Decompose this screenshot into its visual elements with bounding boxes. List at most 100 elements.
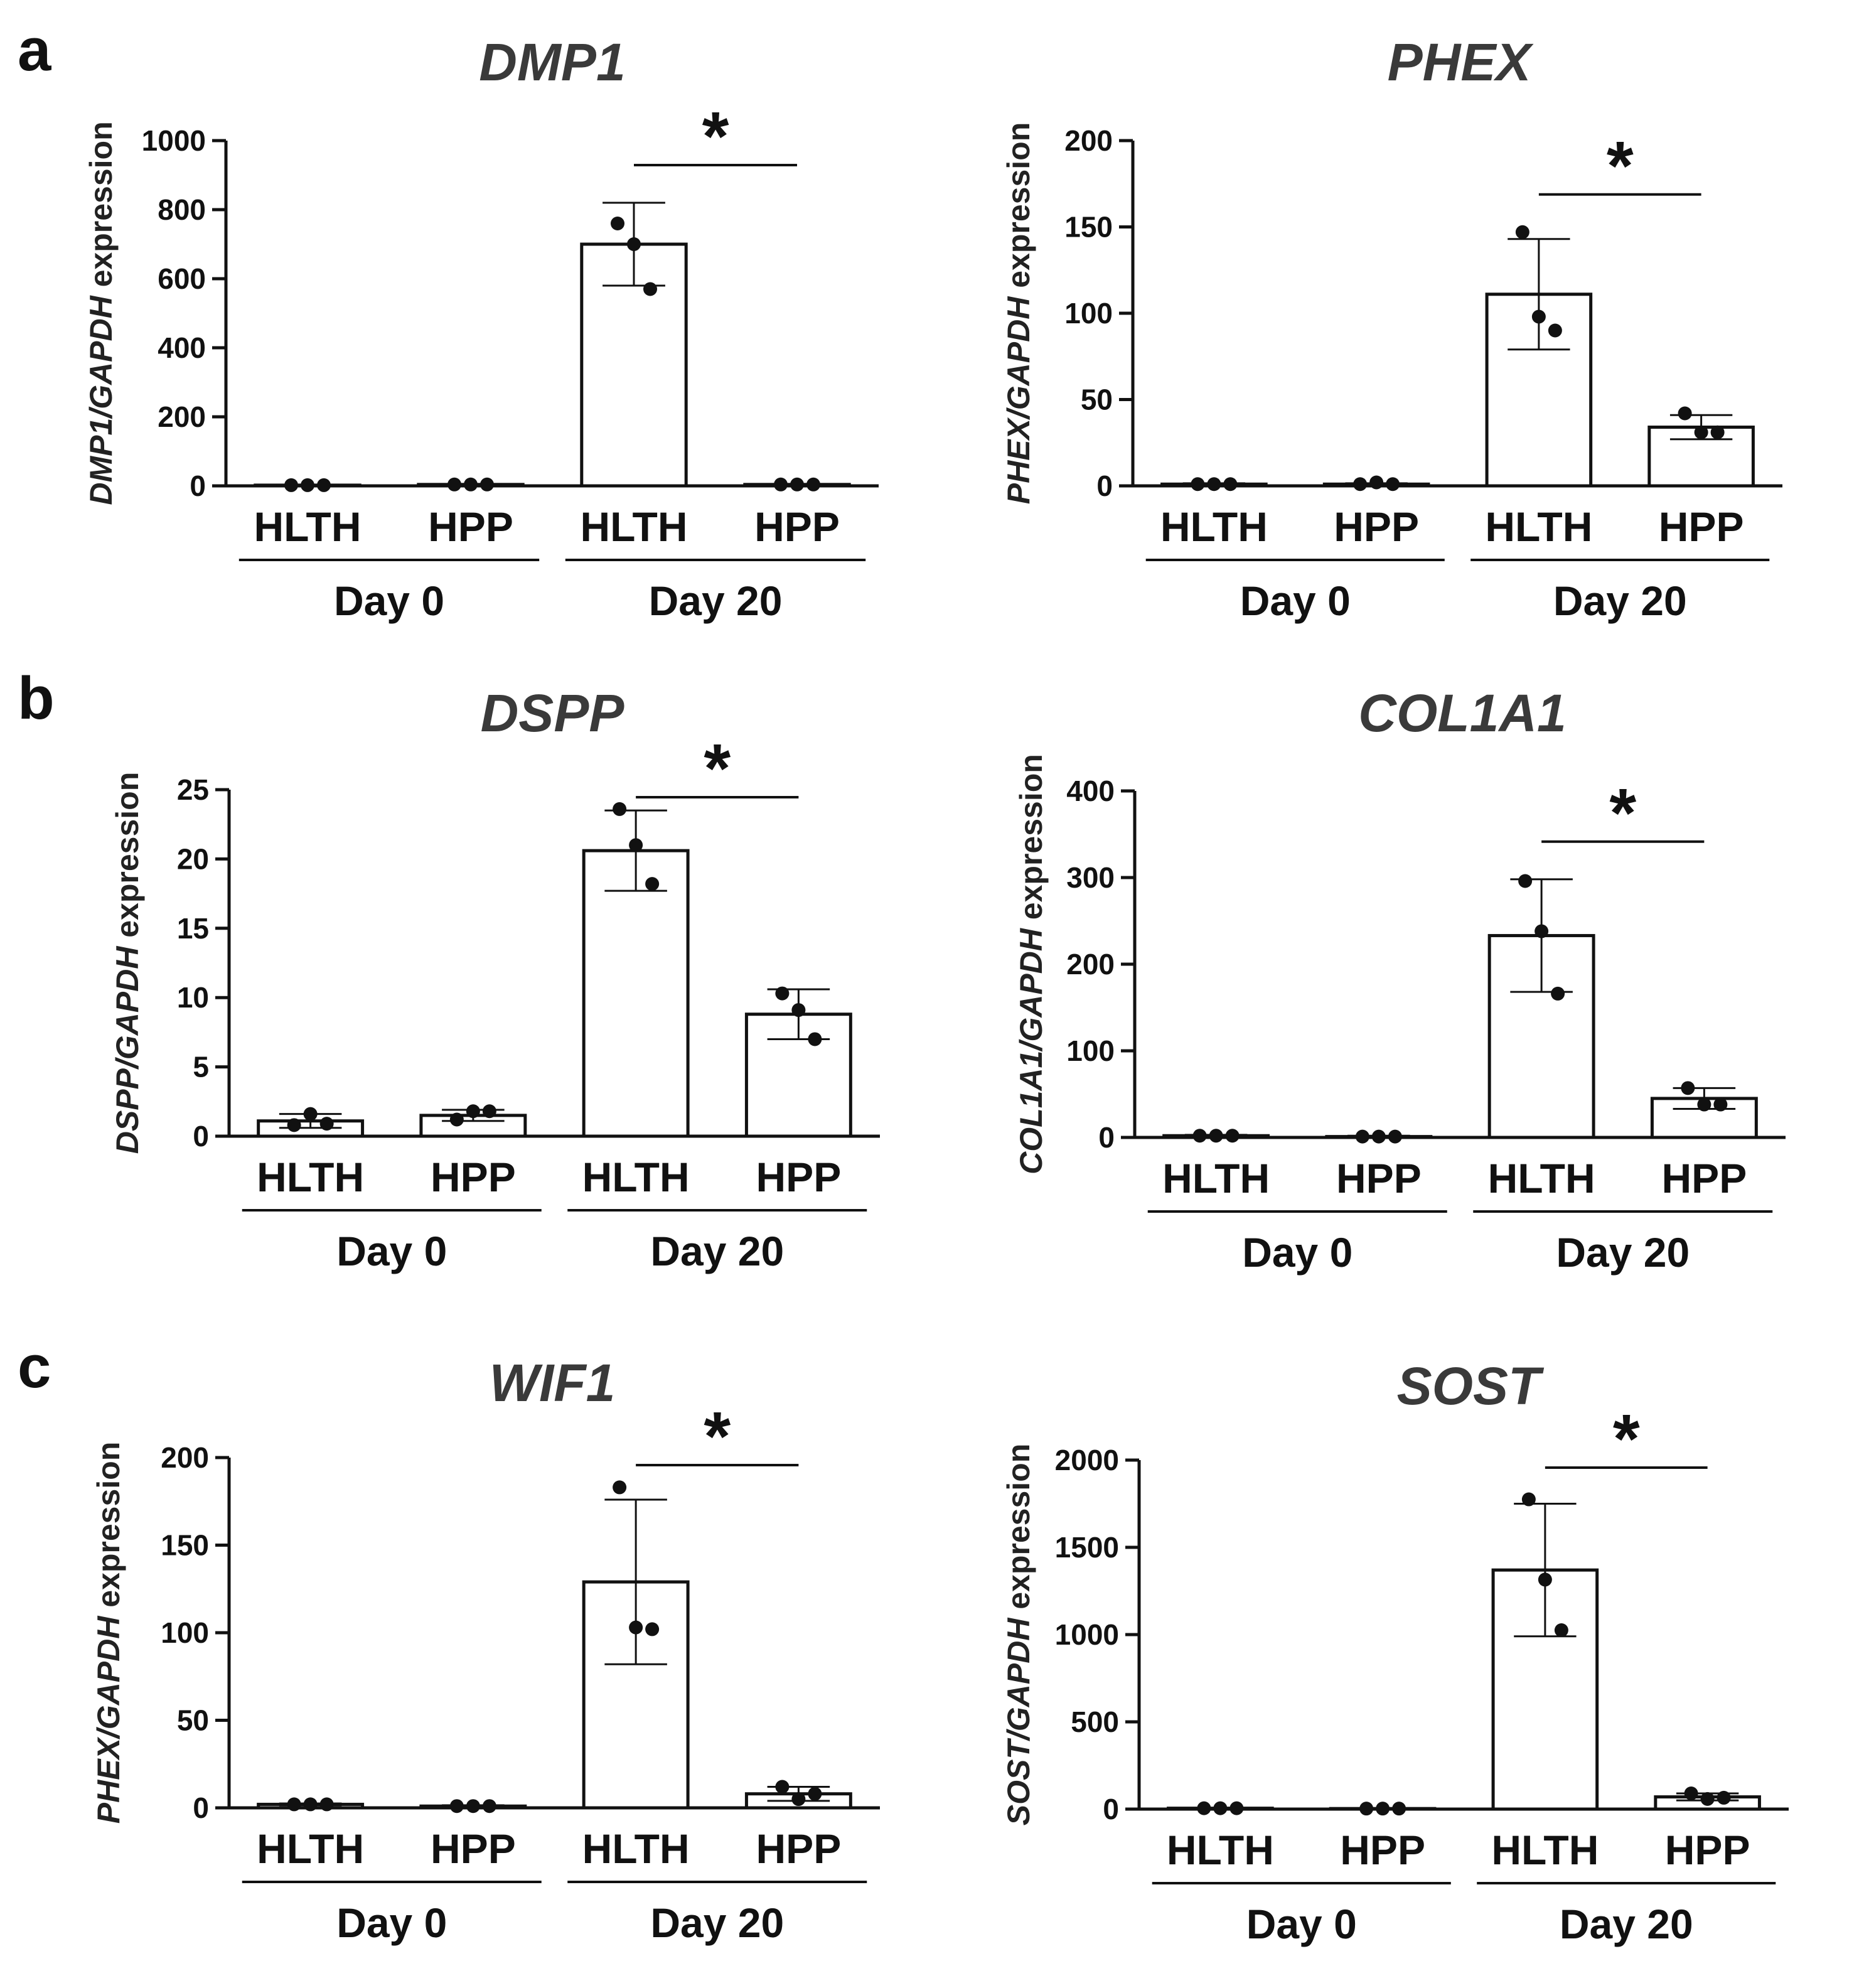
group-label: Day 20 (650, 1899, 784, 1946)
y-axis-label-suffix: expression (110, 772, 145, 947)
chart-dmp1: DMP1 DMP1/GAPDH expression 0 200 400 600 800 10… (83, 33, 879, 624)
y-axis-label: PHEX/GAPDH expression (1001, 122, 1036, 505)
data-point (1225, 1129, 1240, 1143)
group-label: Day 20 (1560, 1901, 1693, 1947)
bar (580, 242, 688, 488)
category-label: HPP (756, 1825, 842, 1872)
group-label: Day 0 (1246, 1901, 1357, 1947)
y-tick-label: 2000 (1055, 1444, 1119, 1476)
data-point (1538, 1572, 1552, 1587)
data-point (287, 1797, 301, 1812)
y-tick-label: 0 (190, 470, 206, 502)
group-label: Day 20 (649, 578, 783, 624)
data-point (317, 478, 331, 492)
category-label: HPP (1336, 1155, 1422, 1201)
y-tick-label: 400 (158, 331, 206, 364)
data-point (319, 1797, 334, 1812)
significance-star: * (704, 1398, 731, 1475)
category-label: HPP (754, 503, 840, 550)
data-point (611, 217, 624, 230)
y-axis-label-gene: DMP1/GAPDH (83, 295, 119, 505)
category-label: HLTH (1167, 1827, 1274, 1873)
data-point (791, 1792, 806, 1807)
category-label: HPP (1659, 503, 1744, 550)
data-point (1392, 1802, 1406, 1816)
data-point (643, 282, 657, 296)
chart-title: SOST (1397, 1357, 1545, 1416)
panel-label-a: a (18, 16, 51, 83)
y-tick-label: 0 (193, 1120, 209, 1153)
category-label: HPP (1665, 1827, 1750, 1873)
data-point (1713, 1097, 1728, 1112)
data-point (774, 477, 788, 492)
data-point (284, 478, 298, 492)
category-label: HPP (431, 1154, 516, 1200)
group-label: Day 0 (1242, 1229, 1352, 1276)
y-tick-label: 100 (1064, 297, 1113, 330)
data-point (1717, 1790, 1731, 1805)
data-point (1355, 1129, 1369, 1144)
bar (1650, 1097, 1758, 1139)
data-point (1371, 1129, 1386, 1144)
data-point (613, 1480, 627, 1495)
data-point (645, 877, 660, 891)
data-point (303, 1107, 318, 1121)
y-tick-label: 150 (161, 1529, 209, 1562)
data-point (303, 1797, 318, 1812)
y-tick-label: 5 (193, 1051, 209, 1083)
category-label: HLTH (1162, 1155, 1270, 1201)
data-point (775, 1780, 790, 1794)
group-label: Day 0 (334, 578, 444, 624)
data-point (464, 477, 478, 492)
y-tick-label: 0 (1096, 470, 1113, 502)
significance-star: * (702, 98, 729, 175)
data-point (287, 1118, 301, 1132)
data-point (1369, 475, 1384, 490)
significance-star: * (1607, 127, 1634, 205)
data-point (806, 477, 820, 492)
bar (582, 849, 690, 1138)
category-label: HPP (1662, 1155, 1747, 1201)
category-label: HPP (1334, 503, 1419, 550)
group-label: Day 0 (336, 1228, 447, 1274)
data-point (301, 478, 314, 492)
y-tick-label: 1500 (1055, 1531, 1119, 1564)
chart-title: DSPP (481, 684, 625, 743)
panel-label-b: b (18, 665, 55, 732)
data-point (1192, 1129, 1207, 1143)
data-point (1678, 406, 1692, 421)
category-label: HLTH (254, 503, 361, 550)
data-point (319, 1117, 334, 1131)
y-tick-label: 200 (1064, 124, 1113, 157)
group-label: Day 20 (650, 1228, 784, 1274)
data-point (627, 237, 641, 251)
data-point (1353, 477, 1368, 492)
data-point (1376, 1802, 1390, 1816)
group-label: Day 0 (336, 1899, 447, 1946)
chart-title: PHEX (1388, 33, 1535, 92)
y-tick-label: 25 (177, 773, 209, 806)
data-point (466, 1799, 480, 1813)
y-tick-label: 800 (158, 193, 206, 226)
y-axis-label: COL1A1/GAPDH expression (1014, 754, 1049, 1174)
data-point (1548, 323, 1562, 338)
category-label: HLTH (582, 1825, 690, 1872)
data-point (645, 1622, 660, 1636)
category-label: HLTH (1160, 503, 1268, 550)
y-tick-label: 400 (1066, 775, 1115, 807)
chart-phex: PHEX PHEX/GAPDH expression 0 50 100 150 200 HLT… (1001, 33, 1782, 624)
y-axis-label-gene: DSPP/GAPDH (110, 946, 145, 1154)
chart-wif1: WIF1 PHEX/GAPDH expression 0 50 100 150 200 HLT… (91, 1353, 880, 1946)
y-tick-label: 20 (177, 842, 209, 875)
y-axis-label-suffix: expression (1014, 754, 1049, 928)
data-point (629, 1620, 643, 1635)
category-label: HLTH (257, 1154, 364, 1200)
data-point (482, 1104, 496, 1119)
y-tick-label: 600 (158, 262, 206, 295)
group-label: Day 0 (1240, 578, 1351, 624)
data-point (1681, 1081, 1695, 1095)
category-label: HLTH (1488, 1155, 1595, 1201)
data-point (1697, 1097, 1711, 1112)
chart-sost: SOST SOST/GAPDH expression 0 500 1000 1500 200… (1001, 1357, 1789, 1947)
category-label: HPP (756, 1154, 842, 1200)
